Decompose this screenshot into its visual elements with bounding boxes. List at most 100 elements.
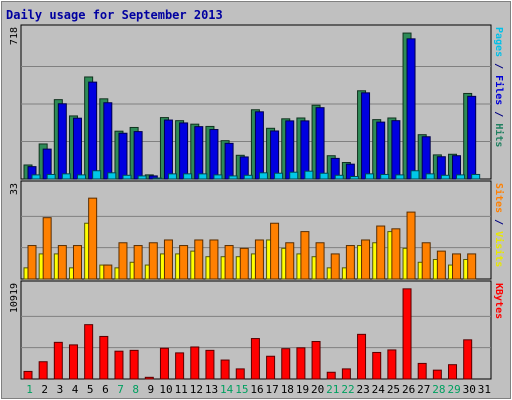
bar xyxy=(159,347,169,380)
bar xyxy=(23,370,33,380)
x-tick-label: 10 xyxy=(159,383,172,396)
bar xyxy=(88,197,98,280)
bar xyxy=(391,120,401,180)
bar xyxy=(334,174,344,180)
x-tick-label: 12 xyxy=(190,383,203,396)
bar xyxy=(122,174,132,180)
bar xyxy=(376,225,386,280)
bar xyxy=(467,253,477,280)
x-tick-label: 8 xyxy=(132,383,139,396)
x-tick-label: 6 xyxy=(102,383,109,396)
bar xyxy=(99,335,109,380)
bar xyxy=(61,173,71,180)
bar xyxy=(133,245,143,280)
bar xyxy=(194,126,204,180)
legend-entry: / xyxy=(493,213,504,231)
x-tick-label: 17 xyxy=(266,383,279,396)
bar xyxy=(42,217,52,280)
x-tick-label: 28 xyxy=(432,383,445,396)
bar xyxy=(163,239,173,280)
x-tick-label: 18 xyxy=(281,383,294,396)
bar xyxy=(300,120,310,180)
bar xyxy=(76,174,86,180)
x-tick-label: 4 xyxy=(72,383,79,396)
bar xyxy=(57,103,67,180)
bar xyxy=(406,38,416,180)
bar xyxy=(175,352,185,380)
legend-entry: Visits xyxy=(493,231,505,267)
bar xyxy=(88,81,98,180)
bar xyxy=(254,111,264,180)
bar xyxy=(103,102,113,180)
series-kbytes xyxy=(23,288,473,380)
bar xyxy=(209,239,219,280)
bar xyxy=(349,176,359,180)
x-tick-label: 26 xyxy=(402,383,415,396)
bar xyxy=(296,347,306,380)
bar xyxy=(209,129,219,180)
bar xyxy=(152,177,162,180)
legend-label: KBytes xyxy=(493,283,504,319)
bar xyxy=(190,346,200,380)
bar xyxy=(198,173,208,180)
bar xyxy=(167,173,177,180)
legend-entry: KBytes xyxy=(493,283,504,319)
legend-entry: Pages xyxy=(493,27,504,57)
x-tick-label: 29 xyxy=(447,383,460,396)
panel-max-label: 33 xyxy=(9,183,20,195)
bar xyxy=(289,171,299,180)
bar xyxy=(387,349,397,380)
bar xyxy=(250,338,260,380)
x-tick-label: 9 xyxy=(148,383,155,396)
bar xyxy=(326,371,336,380)
bar xyxy=(137,175,147,180)
bar xyxy=(84,324,94,380)
bar xyxy=(92,170,102,180)
panel-max-label: 10919 xyxy=(9,283,20,313)
x-tick-label: 7 xyxy=(117,383,124,396)
x-tick-label: 11 xyxy=(175,383,188,396)
x-tick-label: 1 xyxy=(26,383,33,396)
bar xyxy=(372,351,382,380)
bar xyxy=(254,239,264,280)
bar xyxy=(270,222,280,280)
x-tick-label: 31 xyxy=(478,383,491,396)
bar xyxy=(179,245,189,280)
chart-title: Daily usage for September 2013 xyxy=(6,8,223,22)
legend-entry: Hits xyxy=(493,123,505,147)
series-pages xyxy=(31,170,481,180)
bar xyxy=(432,369,442,380)
bar xyxy=(402,288,412,380)
bar xyxy=(194,239,204,280)
bar xyxy=(220,359,230,380)
x-tick-label: 13 xyxy=(205,383,218,396)
bar xyxy=(72,245,82,280)
x-tick-label: 25 xyxy=(387,383,400,396)
x-tick-label: 22 xyxy=(341,383,354,396)
bar xyxy=(315,107,325,180)
bar xyxy=(341,368,351,380)
bar xyxy=(315,242,325,280)
bar xyxy=(224,245,234,280)
legend-entry: Files xyxy=(493,75,505,105)
bar xyxy=(118,242,128,280)
bar xyxy=(213,174,223,180)
bar xyxy=(228,175,238,180)
bar xyxy=(456,174,466,180)
legend-entry: / xyxy=(493,105,504,123)
legend-entry: Sites xyxy=(493,183,505,213)
bar xyxy=(285,242,295,280)
x-axis: 1 2 3 4 5 6 7 8 9 10 11 12 13 14 15 16 17 18 19 20 21 22 23 24 2… xyxy=(26,383,491,396)
bar xyxy=(311,341,321,380)
legend-label: Pages / Files / Hits xyxy=(493,27,505,147)
bar xyxy=(471,173,481,180)
x-tick-label: 19 xyxy=(296,383,309,396)
bar xyxy=(118,132,128,180)
bar xyxy=(57,245,67,280)
bar xyxy=(425,173,435,180)
x-tick-label: 5 xyxy=(87,383,94,396)
bar xyxy=(436,250,446,280)
bar xyxy=(38,361,48,380)
bar xyxy=(107,172,117,180)
